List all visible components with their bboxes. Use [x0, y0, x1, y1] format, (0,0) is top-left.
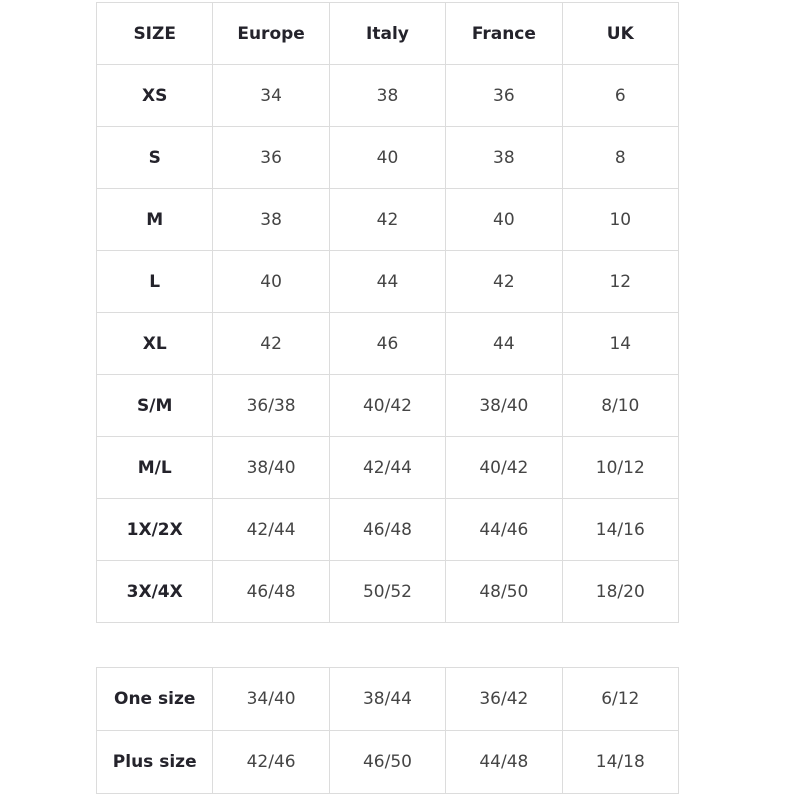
size-value-cell: 10 [561, 188, 680, 251]
table-row: S/M 36/38 40/42 38/40 8/10 [95, 374, 680, 437]
table-row: 1X/2X 42/44 46/48 44/46 14/16 [95, 498, 680, 561]
size-value-cell: 38 [212, 188, 330, 251]
table-row: XL 42 46 44 14 [95, 312, 680, 375]
size-value-cell: 46/48 [212, 560, 330, 623]
size-value-cell: 46 [328, 312, 447, 375]
table-row: M/L 38/40 42/44 40/42 10/12 [95, 436, 680, 499]
size-label-cell: Plus size [95, 730, 214, 794]
size-value-cell: 42/44 [212, 498, 330, 561]
size-label-cell: XL [95, 312, 214, 375]
size-value-cell: 8/10 [561, 374, 680, 437]
size-value-cell: 34/40 [212, 667, 330, 731]
size-value-cell: 38/40 [445, 374, 563, 437]
size-label-cell: L [95, 250, 214, 313]
size-value-cell: 42/44 [328, 436, 447, 499]
size-label-cell: 1X/2X [95, 498, 214, 561]
size-value-cell: 36/42 [445, 667, 563, 731]
column-header: Europe [212, 2, 330, 65]
size-value-cell: 14 [561, 312, 680, 375]
header-row: SIZE Europe Italy France UK [95, 2, 680, 65]
column-header: UK [561, 2, 680, 65]
size-label-cell: XS [95, 64, 214, 127]
size-value-cell: 46/50 [328, 730, 447, 794]
size-label-cell: M [95, 188, 214, 251]
table-row: One size 34/40 38/44 36/42 6/12 [95, 667, 680, 731]
table-row: M 38 42 40 10 [95, 188, 680, 251]
size-value-cell: 14/16 [561, 498, 680, 561]
size-value-cell: 36 [445, 64, 563, 127]
table-row: 3X/4X 46/48 50/52 48/50 18/20 [95, 560, 680, 623]
size-value-cell: 48/50 [445, 560, 563, 623]
size-value-cell: 40 [328, 126, 447, 189]
size-label-cell: M/L [95, 436, 214, 499]
column-header: France [445, 2, 563, 65]
table-row: XS 34 38 36 6 [95, 64, 680, 127]
size-value-cell: 38/40 [212, 436, 330, 499]
size-value-cell: 18/20 [561, 560, 680, 623]
special-size-table: One size 34/40 38/44 36/42 6/12 Plus size 42/4… [95, 667, 680, 794]
column-header: Italy [328, 2, 447, 65]
size-value-cell: 12 [561, 250, 680, 313]
size-value-cell: 42 [328, 188, 447, 251]
size-value-cell: 40 [212, 250, 330, 313]
size-value-cell: 38 [445, 126, 563, 189]
size-value-cell: 44/48 [445, 730, 563, 794]
size-value-cell: 42 [445, 250, 563, 313]
size-label-cell: One size [95, 667, 214, 731]
size-value-cell: 40 [445, 188, 563, 251]
size-value-cell: 14/18 [561, 730, 680, 794]
table-row: L 40 44 42 12 [95, 250, 680, 313]
size-label-cell: S/M [95, 374, 214, 437]
size-value-cell: 46/48 [328, 498, 447, 561]
size-value-cell: 44 [328, 250, 447, 313]
size-value-cell: 8 [561, 126, 680, 189]
size-value-cell: 36 [212, 126, 330, 189]
size-value-cell: 38 [328, 64, 447, 127]
size-value-cell: 44 [445, 312, 563, 375]
size-label-cell: 3X/4X [95, 560, 214, 623]
size-value-cell: 42 [212, 312, 330, 375]
size-value-cell: 40/42 [328, 374, 447, 437]
size-value-cell: 40/42 [445, 436, 563, 499]
size-value-cell: 42/46 [212, 730, 330, 794]
table-row: S 36 40 38 8 [95, 126, 680, 189]
table-row: Plus size 42/46 46/50 44/48 14/18 [95, 730, 680, 794]
column-header: SIZE [95, 2, 214, 65]
size-value-cell: 50/52 [328, 560, 447, 623]
size-label-cell: S [95, 126, 214, 189]
size-value-cell: 44/46 [445, 498, 563, 561]
size-value-cell: 38/44 [328, 667, 447, 731]
size-chart-table: SIZE Europe Italy France UK XS 34 38 36 6 S 36 40 38 8… [95, 2, 680, 623]
size-value-cell: 10/12 [561, 436, 680, 499]
size-value-cell: 34 [212, 64, 330, 127]
size-value-cell: 36/38 [212, 374, 330, 437]
size-value-cell: 6/12 [561, 667, 680, 731]
size-value-cell: 6 [561, 64, 680, 127]
